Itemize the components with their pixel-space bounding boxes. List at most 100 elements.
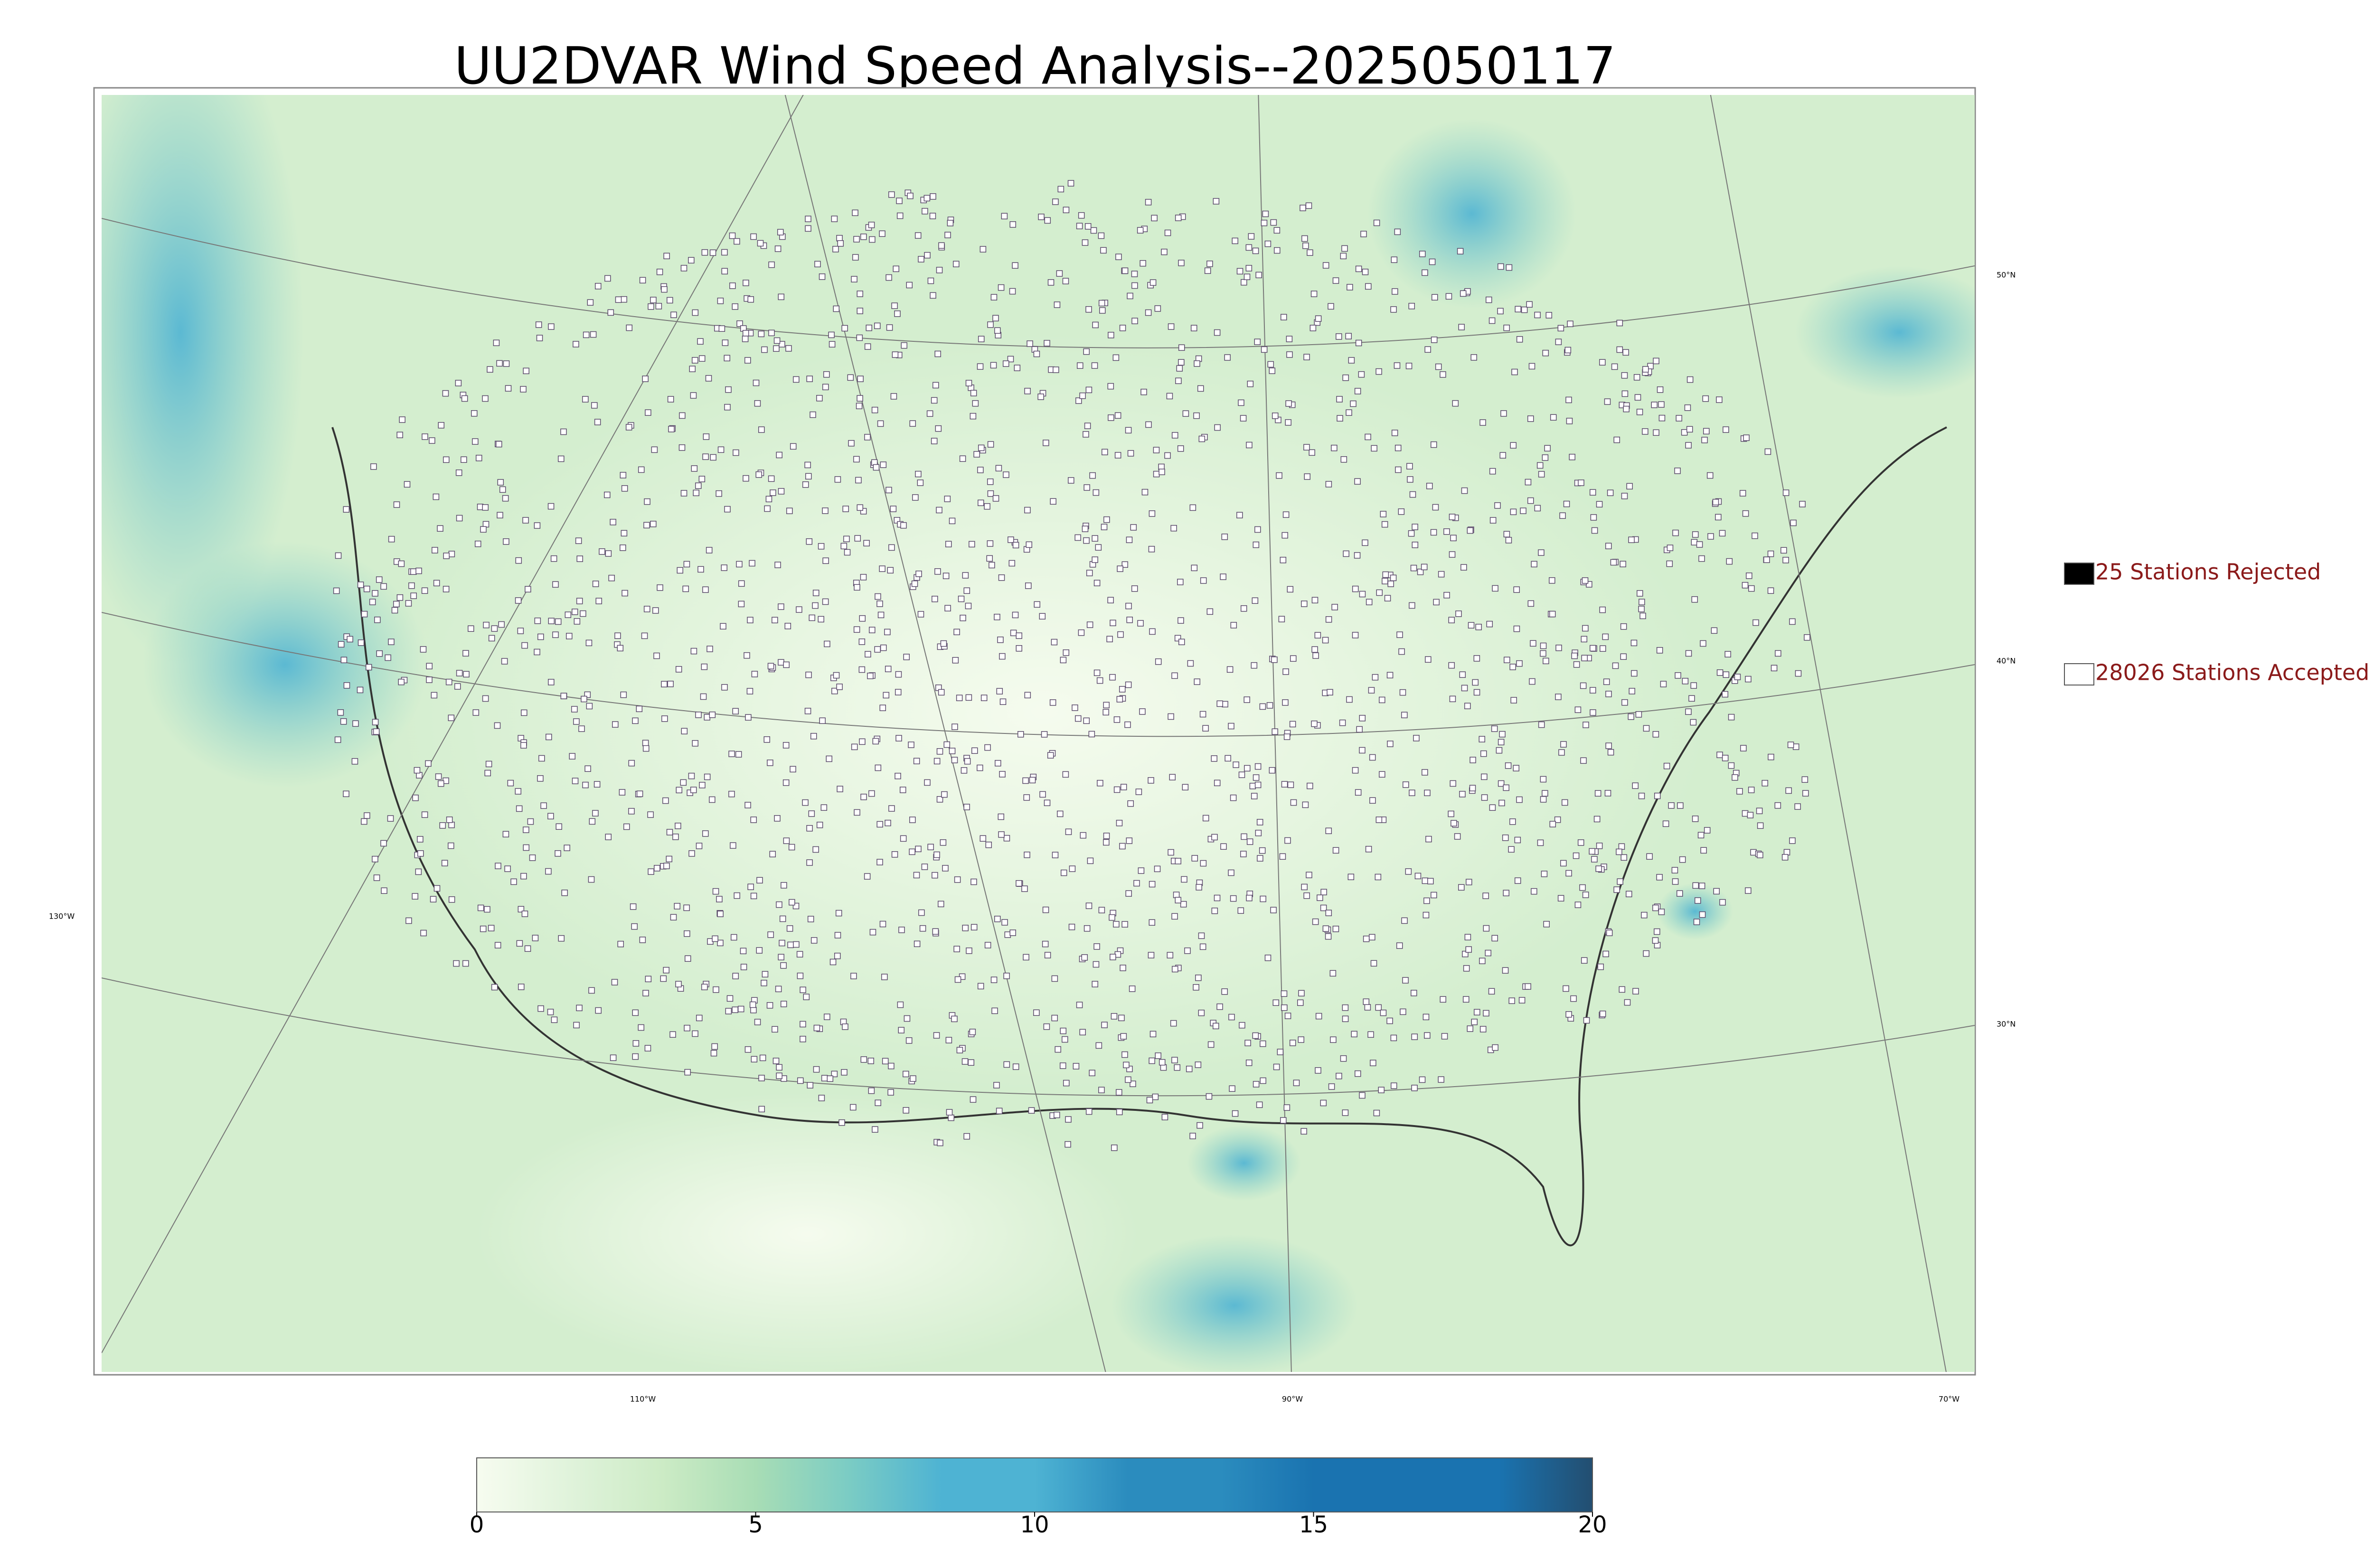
station bbox=[1131, 318, 1138, 324]
station bbox=[639, 277, 646, 284]
station bbox=[880, 461, 887, 468]
station bbox=[1365, 433, 1371, 441]
station bbox=[850, 973, 857, 979]
station bbox=[1481, 794, 1488, 801]
station bbox=[488, 925, 495, 931]
station bbox=[1193, 412, 1200, 419]
station bbox=[776, 1064, 782, 1071]
station bbox=[1340, 253, 1347, 260]
station bbox=[1082, 239, 1089, 246]
station bbox=[347, 636, 353, 643]
station bbox=[437, 780, 444, 787]
station bbox=[1298, 1036, 1304, 1043]
station bbox=[1301, 601, 1308, 607]
station bbox=[701, 984, 708, 990]
station bbox=[778, 603, 784, 610]
station bbox=[1273, 1063, 1280, 1070]
station bbox=[370, 463, 377, 470]
station bbox=[936, 267, 943, 273]
station bbox=[1767, 587, 1774, 594]
station bbox=[358, 639, 365, 646]
station bbox=[396, 432, 403, 438]
station bbox=[907, 192, 914, 199]
station bbox=[373, 874, 380, 881]
station bbox=[705, 375, 712, 382]
station bbox=[439, 822, 446, 829]
colorbar-tick-label: 20 bbox=[1578, 1512, 1607, 1538]
station bbox=[1465, 946, 1472, 953]
colorbar: 0 5 10 15 20 bbox=[470, 1457, 1607, 1538]
station bbox=[822, 384, 829, 390]
station bbox=[391, 607, 398, 614]
station bbox=[1078, 212, 1085, 219]
station bbox=[885, 666, 892, 672]
station bbox=[1193, 984, 1199, 991]
station bbox=[1785, 787, 1792, 794]
station bbox=[534, 522, 541, 529]
station bbox=[1346, 696, 1353, 703]
station bbox=[548, 618, 555, 624]
station bbox=[1409, 491, 1416, 498]
station bbox=[876, 859, 883, 865]
station bbox=[681, 728, 688, 734]
station bbox=[946, 1109, 953, 1116]
station bbox=[1253, 541, 1260, 548]
station bbox=[736, 561, 743, 568]
station bbox=[1008, 560, 1016, 567]
station bbox=[1012, 1063, 1019, 1070]
station bbox=[1379, 771, 1385, 778]
station bbox=[1155, 658, 1162, 665]
station bbox=[1255, 829, 1262, 836]
station bbox=[1781, 854, 1789, 861]
station bbox=[1195, 974, 1202, 981]
station bbox=[1107, 597, 1114, 603]
station bbox=[510, 878, 517, 885]
station bbox=[775, 986, 782, 993]
station bbox=[995, 760, 1001, 767]
station bbox=[1452, 400, 1459, 407]
station bbox=[879, 230, 886, 237]
station bbox=[1342, 1004, 1349, 1011]
station bbox=[806, 825, 813, 832]
station bbox=[547, 503, 555, 510]
station bbox=[730, 842, 736, 849]
station bbox=[913, 872, 920, 879]
station bbox=[663, 253, 670, 260]
colorbar-tick-label: 15 bbox=[1299, 1512, 1328, 1538]
station bbox=[1336, 1072, 1342, 1080]
station bbox=[1199, 943, 1206, 950]
station bbox=[1394, 228, 1401, 235]
station bbox=[1054, 1111, 1060, 1118]
station bbox=[1194, 360, 1200, 367]
station bbox=[824, 640, 830, 648]
station bbox=[712, 935, 718, 942]
station bbox=[1232, 237, 1238, 244]
station bbox=[767, 760, 773, 766]
station bbox=[1355, 1070, 1361, 1077]
station bbox=[1616, 346, 1623, 353]
station bbox=[1160, 1064, 1167, 1071]
station bbox=[915, 571, 922, 577]
station bbox=[620, 691, 627, 698]
station bbox=[1284, 1013, 1291, 1019]
station bbox=[363, 585, 370, 592]
station bbox=[667, 396, 674, 403]
station bbox=[591, 402, 598, 409]
station bbox=[652, 607, 659, 614]
station bbox=[703, 433, 710, 440]
station bbox=[483, 621, 490, 629]
station bbox=[744, 652, 750, 659]
station bbox=[1494, 502, 1501, 509]
station bbox=[1503, 784, 1509, 791]
station bbox=[376, 576, 383, 583]
station bbox=[1248, 233, 1255, 240]
station bbox=[763, 736, 770, 743]
station bbox=[1256, 819, 1263, 826]
station bbox=[1693, 919, 1700, 925]
station bbox=[1001, 213, 1008, 220]
station bbox=[695, 712, 702, 718]
station bbox=[445, 678, 452, 685]
station bbox=[1508, 846, 1515, 853]
wind-area bbox=[1111, 1234, 1358, 1372]
station bbox=[1200, 577, 1207, 584]
